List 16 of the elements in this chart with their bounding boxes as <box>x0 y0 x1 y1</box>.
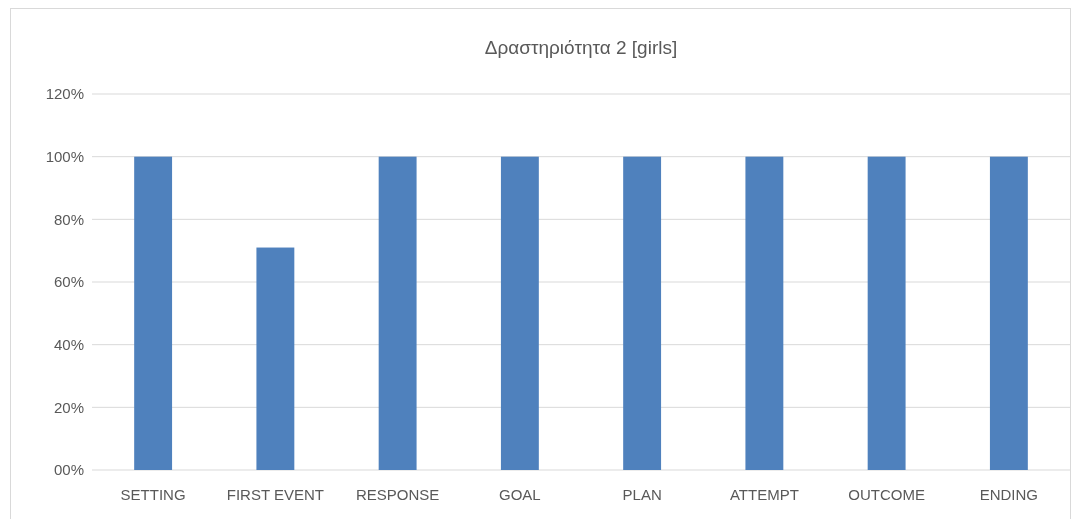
y-tick-label: 20% <box>53 398 84 416</box>
x-tick-label: SETTING <box>120 486 186 503</box>
x-tick-label: PLAN <box>622 486 662 503</box>
x-tick-label: ENDING <box>979 486 1039 503</box>
x-tick-label: ATTEMPT <box>729 486 799 503</box>
x-tick-label: GOAL <box>499 486 541 503</box>
y-tick-label: 40% <box>53 335 84 353</box>
chart-title: Δραστηριότητα 2 [girls] <box>484 37 678 58</box>
x-tick-label: OUTCOME <box>848 486 925 503</box>
x-tick-label: FIRST EVENT <box>226 486 324 503</box>
y-tick-label: 00% <box>53 461 84 479</box>
y-tick-label: 60% <box>53 273 84 291</box>
y-tick-label: 100% <box>45 147 84 165</box>
x-tick-label: RESPONSE <box>355 486 440 503</box>
y-tick-label: 120% <box>45 85 84 103</box>
y-tick-label: 80% <box>53 210 84 228</box>
